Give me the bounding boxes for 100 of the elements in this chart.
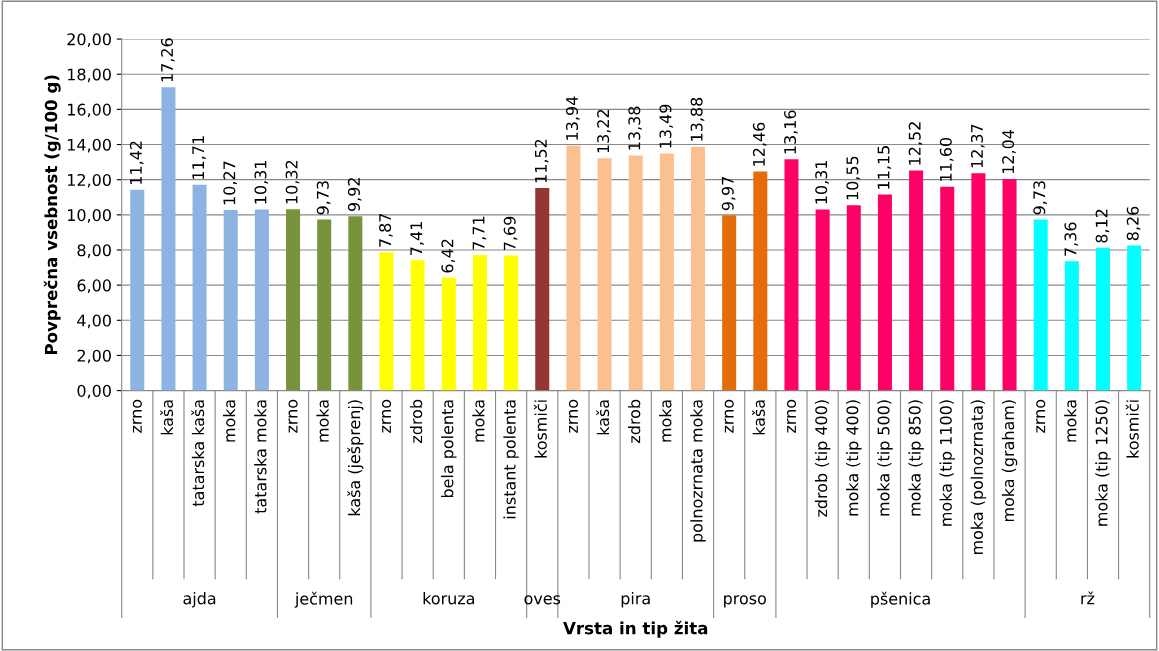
x-tick-label: moka (tip 850) <box>908 400 924 516</box>
x-tick-label: moka (polnozrnata) <box>970 400 987 554</box>
x-tick-label: zdrob <box>409 399 423 443</box>
data-label: 11,42 <box>129 141 144 184</box>
x-tick-label: zrno <box>724 399 734 433</box>
bar <box>286 209 301 391</box>
bar <box>1064 261 1079 391</box>
data-label: 13,38 <box>628 106 642 150</box>
bar <box>441 277 456 391</box>
x-tick-label: zrno <box>381 399 392 433</box>
x-tick-label: moka (tip 1250) <box>1095 400 1111 526</box>
bar <box>348 216 363 391</box>
x-tick-label: moka (tip 400) <box>846 400 862 516</box>
y-tick-label: 0,00 <box>77 384 111 399</box>
x-tick-label: zrno <box>568 399 579 433</box>
x-tick-label: moka <box>1064 400 1077 442</box>
bar <box>130 189 145 391</box>
x-tick-label: kaša (ješprenj) <box>347 400 364 516</box>
y-tick-label: 12,00 <box>68 173 111 188</box>
text: koruza <box>423 592 474 605</box>
y-tick-label: 4,00 <box>77 314 111 329</box>
text: ječmen <box>294 591 353 608</box>
x-tick-label: tatarska kaša <box>191 400 205 507</box>
data-label: 9,73 <box>1033 181 1047 215</box>
x-tick-label: kaša <box>751 400 765 435</box>
x-tick-label: bela polenta <box>441 400 457 498</box>
bar <box>877 194 892 391</box>
y-tick-label: 16,00 <box>68 103 111 118</box>
bar <box>161 87 176 391</box>
x-axis-title: Vrsta in tip žita <box>563 620 708 638</box>
bar <box>192 184 207 391</box>
x-tick-label: moka <box>223 400 236 442</box>
data-label: 13,49 <box>659 104 674 148</box>
data-label: 9,92 <box>347 178 362 212</box>
x-tick-label: moka (tip 500) <box>877 400 893 516</box>
x-tick-label: moka <box>472 400 485 442</box>
data-label: 13,16 <box>784 110 798 154</box>
x-tick-label: zdrob <box>627 399 641 443</box>
bar <box>909 170 924 391</box>
bar <box>472 255 487 391</box>
data-label: 7,36 <box>1064 222 1079 256</box>
data-label: 8,12 <box>1095 209 1110 243</box>
data-label: 9,97 <box>721 176 736 211</box>
bar <box>815 209 830 391</box>
y-tick-label: 6,00 <box>77 279 111 294</box>
data-label: 17,26 <box>160 38 175 82</box>
data-label: 12,37 <box>970 124 985 168</box>
bar <box>1033 219 1048 391</box>
x-tick-label: kosmiči <box>533 400 547 458</box>
data-label: 10,31 <box>254 160 269 204</box>
y-tick-label: 8,00 <box>77 244 111 258</box>
y-tick-label: 18,00 <box>68 68 111 83</box>
data-label: 6,42 <box>441 239 456 273</box>
text: rž <box>1081 591 1095 605</box>
x-tick-label: zrno <box>786 399 797 433</box>
bar <box>722 215 737 391</box>
x-tick-label: moka <box>659 400 672 442</box>
data-label: 7,71 <box>472 216 487 250</box>
bar <box>317 219 332 391</box>
data-label: 10,31 <box>815 160 829 204</box>
data-label: 11,15 <box>877 146 892 189</box>
x-tick-label: zrno <box>132 399 142 433</box>
data-label: 13,88 <box>690 97 705 141</box>
bar <box>223 210 238 391</box>
bar <box>504 255 519 391</box>
bar <box>535 188 550 391</box>
y-tick-label: 20,00 <box>67 33 111 47</box>
x-tick-label: zrno <box>1036 399 1046 433</box>
x-tick-label: instant polenta <box>503 400 519 519</box>
data-label: 12,46 <box>752 122 767 166</box>
data-label: 13,94 <box>565 96 580 140</box>
x-tick-label: tatarska moka <box>254 400 267 514</box>
data-label: 7,87 <box>379 213 393 247</box>
text: pšenica <box>871 591 930 608</box>
bar <box>566 145 581 391</box>
y-tick-label: 10,00 <box>68 209 111 223</box>
bar <box>940 186 955 391</box>
bar <box>254 209 269 391</box>
x-tick-label: moka (tip 1100) <box>939 400 955 526</box>
text: ajda <box>183 592 216 608</box>
y-tick-label: 14,00 <box>68 138 111 153</box>
x-tick-label: kaša <box>596 400 610 435</box>
data-label: 10,32 <box>285 160 300 204</box>
bar <box>784 159 799 391</box>
bar <box>659 153 674 391</box>
x-tick-label: zrno <box>288 399 298 433</box>
text: oves <box>524 595 561 605</box>
data-label: 13,22 <box>597 109 611 153</box>
data-label: 11,52 <box>534 139 549 183</box>
data-label: 10,55 <box>846 156 861 200</box>
x-tick-label: moka (graham) <box>1001 400 1018 522</box>
x-tick-label: kosmiči <box>1125 400 1139 458</box>
bar <box>379 252 394 391</box>
data-label: 12,52 <box>908 122 923 165</box>
text: pira <box>621 592 650 608</box>
bar <box>1002 178 1017 391</box>
data-label: 8,26 <box>1126 206 1141 241</box>
bar <box>691 146 706 391</box>
bar <box>971 173 986 391</box>
bar <box>410 260 425 391</box>
